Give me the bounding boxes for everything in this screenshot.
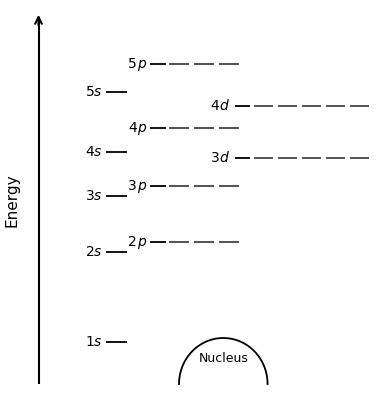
Text: Nucleus: Nucleus (198, 352, 248, 365)
Text: s: s (94, 145, 102, 159)
Text: s: s (94, 245, 102, 259)
Text: s: s (94, 335, 102, 349)
Text: 2: 2 (85, 245, 94, 259)
Text: 5: 5 (128, 57, 137, 71)
Text: s: s (94, 189, 102, 203)
Text: 4: 4 (211, 99, 219, 113)
Text: 1: 1 (85, 335, 94, 349)
Text: 3: 3 (128, 179, 137, 193)
Text: 5: 5 (85, 85, 94, 99)
Text: p: p (137, 57, 146, 71)
Text: 4: 4 (85, 145, 94, 159)
Text: p: p (137, 121, 146, 135)
Text: Energy: Energy (4, 173, 19, 227)
Text: d: d (219, 151, 228, 165)
Text: 3: 3 (85, 189, 94, 203)
Text: 4: 4 (128, 121, 137, 135)
Text: s: s (94, 85, 102, 99)
Text: 3: 3 (211, 151, 219, 165)
Text: p: p (137, 179, 146, 193)
Text: 2: 2 (128, 235, 137, 249)
Text: p: p (137, 235, 146, 249)
Text: d: d (219, 99, 228, 113)
